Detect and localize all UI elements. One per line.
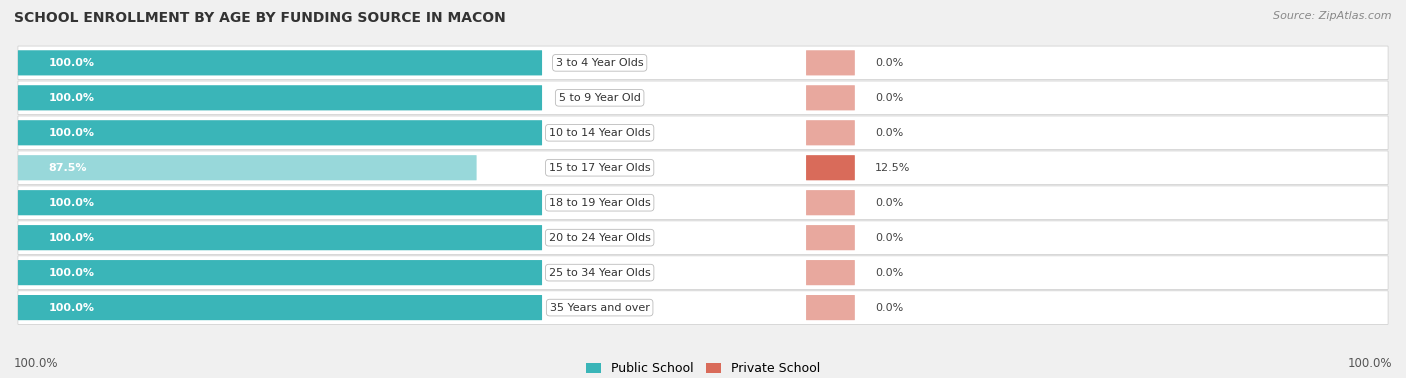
FancyBboxPatch shape bbox=[18, 225, 543, 250]
Text: 100.0%: 100.0% bbox=[48, 93, 94, 103]
FancyBboxPatch shape bbox=[18, 155, 477, 180]
Text: 12.5%: 12.5% bbox=[876, 163, 911, 173]
Text: 15 to 17 Year Olds: 15 to 17 Year Olds bbox=[548, 163, 651, 173]
Text: 100.0%: 100.0% bbox=[48, 198, 94, 208]
FancyBboxPatch shape bbox=[18, 50, 543, 76]
Text: 3 to 4 Year Olds: 3 to 4 Year Olds bbox=[555, 58, 644, 68]
Text: 18 to 19 Year Olds: 18 to 19 Year Olds bbox=[548, 198, 651, 208]
FancyBboxPatch shape bbox=[18, 85, 543, 110]
FancyBboxPatch shape bbox=[18, 120, 543, 146]
FancyBboxPatch shape bbox=[806, 295, 855, 320]
Text: 100.0%: 100.0% bbox=[48, 58, 94, 68]
Text: 0.0%: 0.0% bbox=[876, 93, 904, 103]
Text: Source: ZipAtlas.com: Source: ZipAtlas.com bbox=[1274, 11, 1392, 21]
FancyBboxPatch shape bbox=[18, 151, 1388, 184]
FancyBboxPatch shape bbox=[18, 291, 1388, 324]
Text: 25 to 34 Year Olds: 25 to 34 Year Olds bbox=[548, 268, 651, 277]
Text: 100.0%: 100.0% bbox=[1347, 358, 1392, 370]
Text: 87.5%: 87.5% bbox=[48, 163, 87, 173]
Text: 100.0%: 100.0% bbox=[48, 128, 94, 138]
FancyBboxPatch shape bbox=[18, 116, 1388, 150]
FancyBboxPatch shape bbox=[18, 221, 1388, 254]
Legend: Public School, Private School: Public School, Private School bbox=[581, 357, 825, 378]
Text: SCHOOL ENROLLMENT BY AGE BY FUNDING SOURCE IN MACON: SCHOOL ENROLLMENT BY AGE BY FUNDING SOUR… bbox=[14, 11, 506, 25]
Text: 5 to 9 Year Old: 5 to 9 Year Old bbox=[558, 93, 641, 103]
FancyBboxPatch shape bbox=[18, 186, 1388, 220]
Text: 0.0%: 0.0% bbox=[876, 303, 904, 313]
Text: 0.0%: 0.0% bbox=[876, 198, 904, 208]
Text: 0.0%: 0.0% bbox=[876, 268, 904, 277]
FancyBboxPatch shape bbox=[806, 50, 855, 76]
Text: 20 to 24 Year Olds: 20 to 24 Year Olds bbox=[548, 233, 651, 243]
FancyBboxPatch shape bbox=[18, 46, 1388, 80]
Text: 10 to 14 Year Olds: 10 to 14 Year Olds bbox=[548, 128, 651, 138]
FancyBboxPatch shape bbox=[806, 225, 855, 250]
Text: 35 Years and over: 35 Years and over bbox=[550, 303, 650, 313]
FancyBboxPatch shape bbox=[18, 295, 543, 320]
FancyBboxPatch shape bbox=[18, 81, 1388, 115]
FancyBboxPatch shape bbox=[18, 256, 1388, 290]
Text: 100.0%: 100.0% bbox=[14, 358, 59, 370]
Text: 0.0%: 0.0% bbox=[876, 128, 904, 138]
FancyBboxPatch shape bbox=[806, 120, 855, 146]
FancyBboxPatch shape bbox=[806, 155, 855, 180]
FancyBboxPatch shape bbox=[806, 260, 855, 285]
Text: 100.0%: 100.0% bbox=[48, 303, 94, 313]
Text: 0.0%: 0.0% bbox=[876, 233, 904, 243]
FancyBboxPatch shape bbox=[18, 190, 543, 215]
FancyBboxPatch shape bbox=[806, 190, 855, 215]
Text: 0.0%: 0.0% bbox=[876, 58, 904, 68]
Text: 100.0%: 100.0% bbox=[48, 268, 94, 277]
FancyBboxPatch shape bbox=[18, 260, 543, 285]
Text: 100.0%: 100.0% bbox=[48, 233, 94, 243]
FancyBboxPatch shape bbox=[806, 85, 855, 110]
